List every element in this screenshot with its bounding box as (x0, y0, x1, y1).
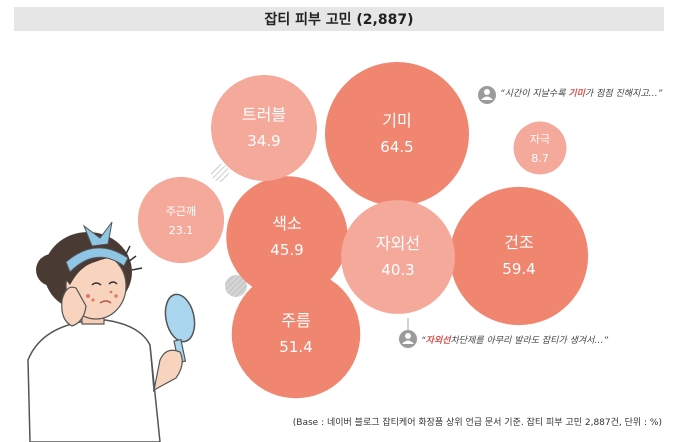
woman-illustration (27, 221, 196, 442)
chart-title: 잡티 피부 고민 (2,887) (264, 12, 414, 28)
bubble-label-2: 주름 (281, 311, 310, 330)
bubble-4 (341, 200, 455, 314)
bubble-value-7: 8.7 (531, 152, 549, 165)
bubble-label-6: 주근깨 (166, 205, 196, 218)
bubble-0 (325, 62, 469, 206)
bubble-value-5: 34.9 (247, 132, 280, 150)
bubble-1 (449, 186, 589, 326)
user-icon (478, 86, 496, 104)
bubble-2 (231, 269, 361, 399)
bubble-label-4: 자외선 (376, 234, 420, 253)
user-icon (399, 330, 417, 348)
bubble-7 (513, 121, 567, 175)
bubble-value-2: 51.4 (279, 338, 312, 356)
bubble-value-1: 59.4 (502, 260, 535, 278)
bubble-value-6: 23.1 (169, 224, 194, 237)
quote-2: “자외선차단제를 아무리 발라도 잡티가 생겨서…” (421, 336, 609, 346)
bubble-6 (137, 176, 225, 264)
bubble-5 (211, 75, 317, 181)
bubble-3 (226, 176, 348, 298)
decor-hatch-circle (211, 164, 229, 182)
bubble-label-1: 건조 (504, 233, 533, 252)
bubble-label-3: 색소 (272, 214, 301, 233)
bubble-label-0: 기미 (382, 111, 411, 130)
quote-1: “시간이 지날수록 기미가 점점 진해지고…” (500, 89, 663, 99)
bubble-value-0: 64.5 (380, 138, 413, 156)
bubble-group: 기미 64.5 건조 59.4 주름 51.4 색소 45.9 자외선 40.3 트러블 34.9 주근… (137, 62, 589, 399)
bubble-label-7: 자극 (530, 133, 550, 146)
bubble-value-4: 40.3 (381, 261, 414, 279)
title-bar: 잡티 피부 고민 (2,887) (14, 7, 664, 31)
bubble-label-5: 트러블 (242, 105, 286, 124)
footnote: (Base : 네이버 블로그 잡티케어 화장품 상위 언급 문서 기준. 잡티… (292, 418, 662, 428)
decor-hatch-circle (225, 275, 247, 297)
bubble-value-3: 45.9 (270, 241, 303, 259)
